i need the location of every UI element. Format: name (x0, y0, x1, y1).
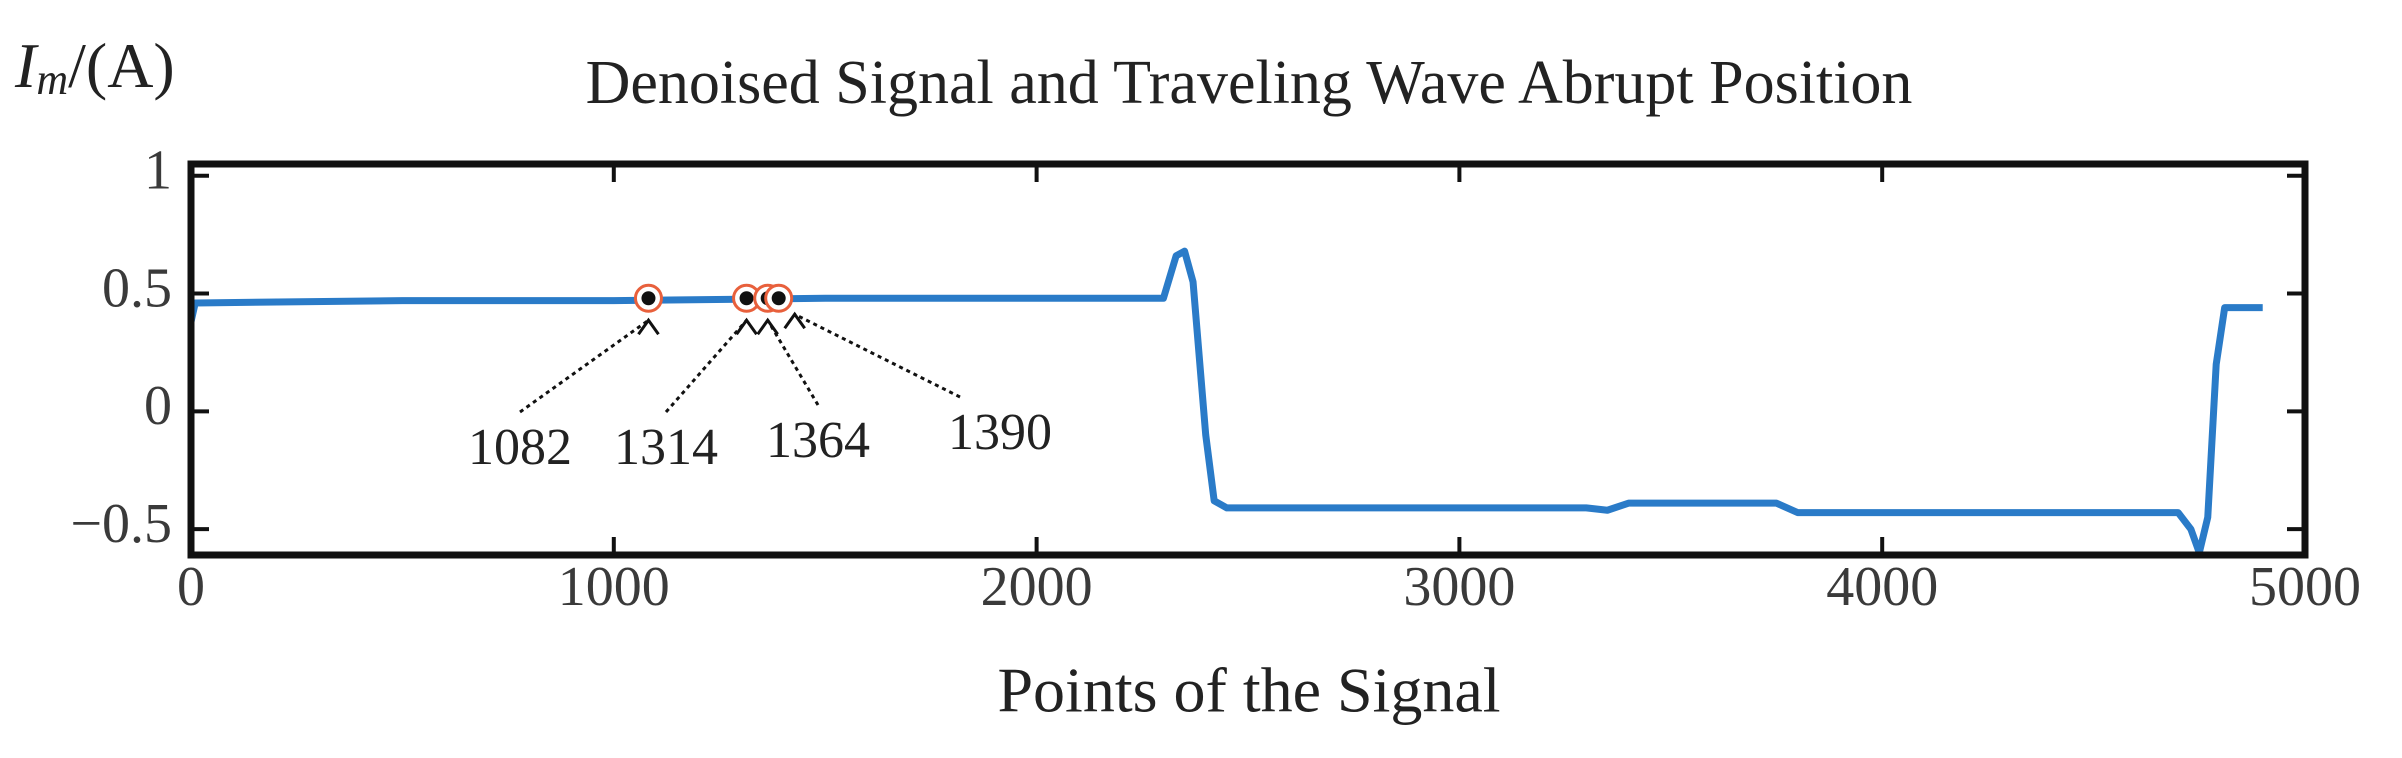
y-tick-label: 0 (144, 375, 172, 437)
arrow-head (637, 317, 660, 336)
x-tick-label: 5000 (2249, 556, 2361, 618)
abrupt-marker-dot (739, 291, 754, 306)
y-axis-label: Im/(A) (14, 30, 175, 104)
annotation-arrow (664, 319, 748, 413)
x-tick-label: 2000 (981, 556, 1093, 618)
marker-label: 1314 (614, 419, 718, 476)
y-tick-label: −0.5 (70, 493, 172, 555)
y-label-base: I (14, 30, 39, 101)
abrupt-marker-dot (771, 291, 786, 306)
marker-label: 1364 (766, 412, 870, 469)
arrow-head (756, 317, 779, 336)
arrow-head (783, 311, 806, 330)
x-tick-label: 0 (177, 556, 205, 618)
abrupt-marker-dot (641, 291, 656, 306)
marker-label: 1082 (468, 419, 572, 476)
chart-title: Denoised Signal and Traveling Wave Abrup… (586, 49, 1913, 117)
x-axis-label: Points of the Signal (997, 655, 1500, 726)
x-tick-label: 3000 (1403, 556, 1515, 618)
marker-label: 1390 (948, 404, 1052, 461)
x-tick-label: 4000 (1826, 556, 1938, 618)
x-tick-label: 1000 (558, 556, 670, 618)
y-tick-label: 0.5 (102, 257, 172, 319)
signal-line (187, 247, 2263, 557)
y-tick-label: 1 (144, 140, 172, 202)
y-label-sub: m (36, 55, 68, 104)
annotation-arrow (519, 319, 650, 414)
annotation-arrow (794, 312, 961, 399)
arrow-head (735, 317, 758, 336)
plot-frame (187, 160, 2309, 559)
y-label-unit: /(A) (68, 30, 175, 101)
